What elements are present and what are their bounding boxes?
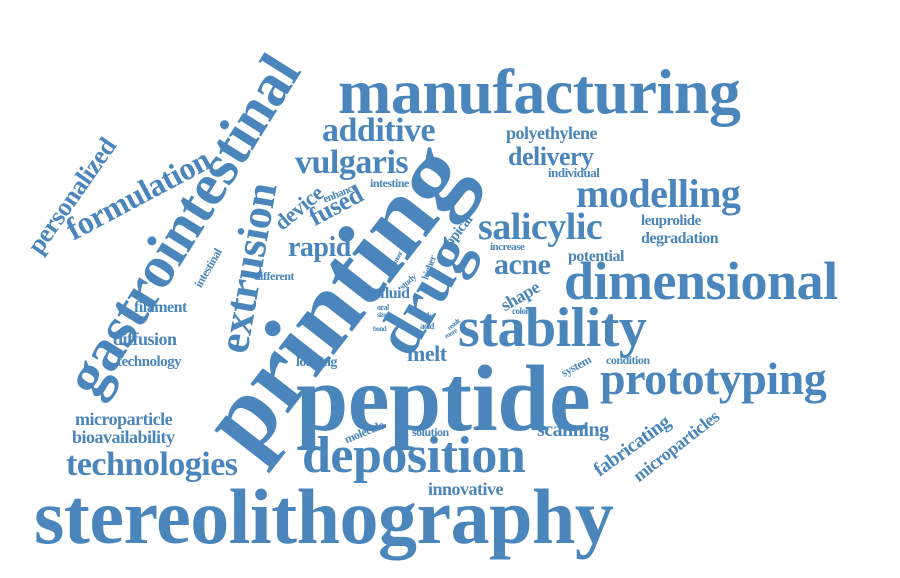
word-polyethylene: polyethylene <box>506 123 598 143</box>
word-peptide: peptide <box>296 347 591 451</box>
word-different: different <box>254 269 294 283</box>
word-acid: acid <box>420 321 435 331</box>
word-rapid: rapid <box>288 232 351 263</box>
word-stereolithography: stereolithography <box>34 473 614 560</box>
word-bond: bond <box>373 325 387 333</box>
word-acne: acne <box>494 248 551 281</box>
word-more: more <box>442 326 459 341</box>
word-potential: potential <box>568 248 624 265</box>
word-diffusion: diffusion <box>113 329 177 349</box>
word-bioavailability: bioavailability <box>72 427 175 447</box>
word-technologies: technologies <box>66 446 238 483</box>
word-melt: melt <box>407 341 447 366</box>
word-fluid: fluid <box>380 285 410 302</box>
word-vulgaris: vulgaris <box>295 144 409 181</box>
word-dimensional: dimensional <box>564 251 838 311</box>
word-solution: solution <box>412 425 449 439</box>
word-increase: increase <box>490 241 525 253</box>
word-prototyping: prototyping <box>600 353 827 404</box>
word-individual: individual <box>548 165 600 180</box>
word-modelling: modelling <box>576 171 741 216</box>
word-loading: loading <box>296 355 337 370</box>
word-colonic: colonic <box>512 306 536 316</box>
word-leuprolide: leuprolide <box>641 213 701 229</box>
word-fpla: fpla <box>420 311 434 321</box>
word-stability: stability <box>458 297 647 359</box>
word-innovative: innovative <box>428 479 504 499</box>
word-microparticle: microparticle <box>75 409 173 429</box>
word-intestine: intestine <box>370 176 409 190</box>
word-degradation: degradation <box>641 230 719 247</box>
word-salicylic: salicylic <box>478 206 603 248</box>
word-technology: technology <box>117 354 182 370</box>
word-manufacturing: manufacturing <box>338 56 741 127</box>
word-deposition: deposition <box>302 427 526 484</box>
word-size: size <box>377 311 386 319</box>
word-condition: condition <box>606 353 650 367</box>
word-filament: filament <box>134 299 187 316</box>
word-additive: additive <box>322 112 436 149</box>
word-delivery: delivery <box>508 142 594 171</box>
word-scanning: scanning <box>537 419 609 441</box>
word-oral: oral <box>377 303 389 312</box>
